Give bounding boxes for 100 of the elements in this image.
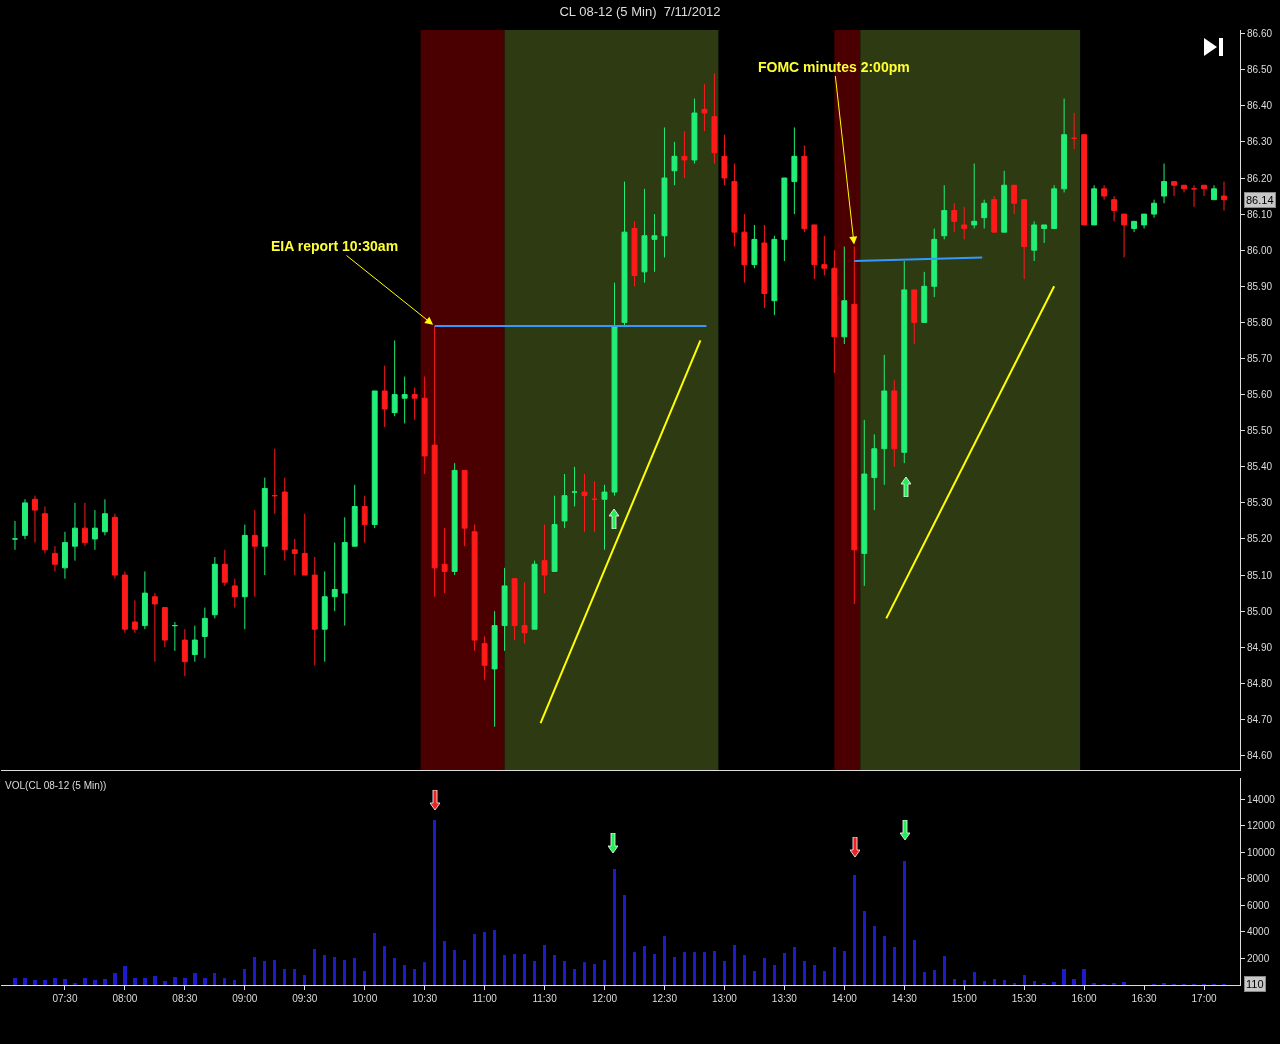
bar [103, 979, 107, 985]
bar [43, 980, 47, 985]
y-tick-label: 86.10 [1247, 208, 1273, 220]
bar [83, 978, 87, 985]
candlestick [901, 260, 908, 464]
candlestick [941, 184, 948, 240]
y-tick-label: 86.20 [1247, 172, 1273, 184]
candlestick [481, 635, 488, 681]
candlestick [1131, 220, 1138, 233]
candlestick [251, 509, 258, 598]
candlestick [601, 484, 608, 551]
y-tick-label: 2000 [1247, 952, 1270, 964]
bar [293, 969, 297, 985]
y-tick-label: 84.70 [1247, 713, 1273, 725]
bar [373, 932, 377, 985]
x-tick-label: 07:30 [52, 993, 78, 1004]
candlestick [631, 220, 638, 287]
y-tick-label: 86.50 [1247, 64, 1273, 76]
bar [422, 962, 427, 985]
y-tick-label: 85.80 [1247, 316, 1273, 328]
candlestick [731, 163, 738, 248]
candlestick [681, 130, 688, 179]
y-tick-label: 6000 [1247, 899, 1270, 911]
candlestick [471, 524, 478, 652]
bar [582, 962, 587, 985]
candlestick [991, 195, 998, 233]
bar [942, 956, 946, 985]
y-tick-label: 84.90 [1247, 641, 1273, 653]
candlestick [261, 477, 268, 576]
bar [193, 973, 197, 985]
candlestick [501, 567, 508, 652]
candlestick [71, 502, 78, 562]
candlestick [291, 538, 298, 576]
y-tick-label: 85.50 [1247, 425, 1273, 437]
y-tick-label: 85.10 [1247, 569, 1273, 581]
bar [1052, 981, 1056, 985]
annotation: FOMC minutes 2:00pm [758, 59, 910, 75]
bar [972, 972, 976, 985]
x-tick-label: 12:30 [651, 993, 678, 1004]
candlestick [971, 163, 978, 230]
annotation: 86.14 [1246, 194, 1274, 206]
candlestick [1021, 199, 1028, 280]
bar [333, 957, 337, 985]
candlestick [611, 282, 618, 497]
candlestick [761, 224, 768, 309]
candlestick [52, 545, 58, 572]
y-tick-label: 10000 [1247, 846, 1276, 858]
candlestick [311, 556, 318, 666]
bar [203, 978, 207, 985]
candlestick [621, 181, 628, 327]
y-tick-label: 84.60 [1247, 750, 1273, 762]
candlestick [881, 354, 888, 486]
candlestick [801, 145, 808, 233]
annotation: EIA report 10:30am [271, 238, 399, 254]
bar [732, 945, 737, 985]
candlestick [591, 480, 598, 533]
bar [13, 977, 17, 985]
candlestick [981, 199, 988, 230]
annotation: 110 [1246, 978, 1264, 990]
bar [123, 965, 127, 985]
candlestick [841, 246, 848, 345]
candlestick [821, 235, 828, 276]
candlestick [171, 621, 178, 652]
bar [432, 819, 437, 985]
bar [922, 972, 926, 985]
x-tick-label: 13:30 [771, 993, 798, 1004]
bar [662, 935, 667, 985]
candlestick [301, 513, 308, 576]
x-tick-label: 08:00 [112, 993, 138, 1004]
bar [702, 952, 707, 985]
bar [892, 947, 896, 985]
x-tick-label: 09:30 [292, 993, 318, 1004]
candlestick [721, 134, 728, 186]
candlestick [221, 549, 228, 587]
candlestick [91, 509, 98, 551]
y-tick-label: 85.30 [1247, 497, 1273, 509]
candlestick [1061, 98, 1068, 193]
candlestick [771, 235, 778, 316]
y-tick-label: 85.60 [1247, 389, 1273, 401]
candlestick [131, 599, 138, 634]
candlestick [791, 126, 798, 215]
bar [393, 958, 397, 985]
x-tick-label: 14:00 [831, 993, 858, 1004]
candlestick [1041, 224, 1048, 244]
bar [632, 951, 637, 985]
candlestick [211, 556, 218, 619]
bar [1092, 982, 1096, 985]
y-tick-label: 86.30 [1247, 136, 1273, 148]
bar [183, 978, 187, 985]
x-tick-label: 15:30 [1011, 993, 1038, 1004]
candlestick [371, 390, 378, 529]
candlestick [1011, 184, 1018, 215]
bar [1082, 969, 1086, 985]
y-tick-label: 86.40 [1247, 100, 1273, 112]
y-tick-label: 85.40 [1247, 461, 1273, 473]
candlestick [411, 386, 418, 421]
candlestick [701, 83, 708, 132]
bar [23, 978, 27, 985]
candlestick [421, 376, 428, 475]
bar [502, 955, 507, 985]
